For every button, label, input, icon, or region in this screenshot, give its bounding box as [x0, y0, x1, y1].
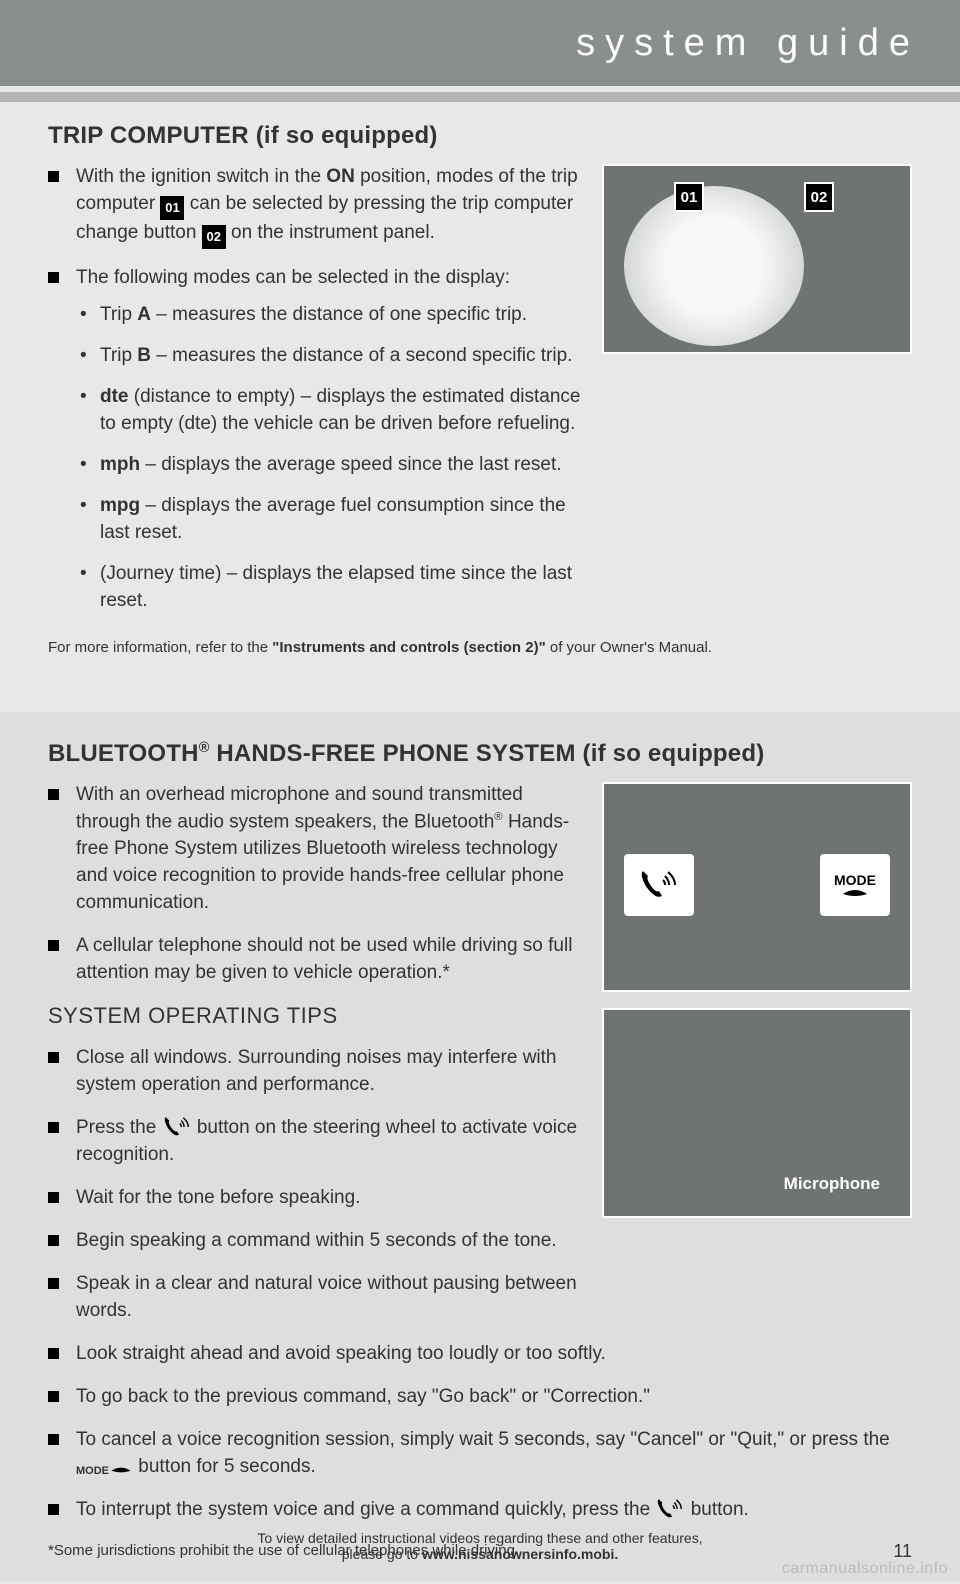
list-item: (Journey time) – displays the elapsed ti… — [76, 561, 582, 615]
list-item: Trip B – measures the distance of a seco… — [76, 343, 582, 370]
page-footer: To view detailed instructional videos re… — [0, 1530, 960, 1562]
page-header: system guide — [0, 0, 960, 86]
callout-01: 01 — [674, 182, 704, 212]
watermark: carmanualsonline.info — [782, 1560, 948, 1578]
speedometer-gauge — [624, 186, 804, 346]
list-item: mpg – displays the average fuel consumpt… — [76, 493, 582, 547]
header-divider — [0, 92, 960, 102]
list-item: Close all windows. Surrounding noises ma… — [48, 1045, 582, 1099]
list-item: Begin speaking a command within 5 second… — [48, 1228, 582, 1255]
section2-intro-list: With an overhead microphone and sound tr… — [48, 782, 582, 987]
list-item: With an overhead microphone and sound tr… — [48, 782, 582, 917]
section1-sublist: Trip A – measures the distance of one sp… — [76, 302, 582, 615]
list-item: Look straight ahead and avoid speaking t… — [48, 1341, 912, 1368]
list-item: To interrupt the system voice and give a… — [48, 1497, 912, 1524]
list-item: Wait for the tone before speaking. — [48, 1185, 582, 1212]
steering-buttons-image: MODE — [602, 782, 912, 992]
overhead-console-image: Microphone — [602, 1008, 912, 1218]
bluetooth-section: BLUETOOTH® HANDS-FREE PHONE SYSTEM (if s… — [0, 712, 960, 1581]
section1-footnote: For more information, refer to the "Inst… — [48, 637, 912, 658]
callout-02: 02 — [804, 182, 834, 212]
page-number: 11 — [852, 1541, 912, 1562]
callout-01-inline: 01 — [160, 196, 184, 220]
mode-icon: MODE — [820, 854, 890, 916]
list-item: To cancel a voice recognition session, s… — [48, 1427, 912, 1481]
page-content: TRIP COMPUTER (if so equipped) With the … — [0, 102, 960, 1581]
section2-heading: BLUETOOTH® HANDS-FREE PHONE SYSTEM (if s… — [48, 740, 912, 768]
list-item: mph – displays the average speed since t… — [76, 452, 582, 479]
section1-heading: TRIP COMPUTER (if so equipped) — [48, 122, 912, 150]
list-item: The following modes can be selected in t… — [48, 265, 582, 615]
list-item: To go back to the previous command, say … — [48, 1384, 912, 1411]
phone-voice-icon — [624, 854, 694, 916]
trip-computer-section: TRIP COMPUTER (if so equipped) With the … — [48, 122, 912, 658]
list-item: Press the button on the steering wheel t… — [48, 1115, 582, 1169]
gauge-image: 01 02 — [602, 164, 912, 354]
header-title: system guide — [576, 22, 920, 65]
list-item: Trip A – measures the distance of one sp… — [76, 302, 582, 329]
footer-text: To view detailed instructional videos re… — [108, 1530, 852, 1562]
section2-tips-list: Close all windows. Surrounding noises ma… — [48, 1045, 582, 1325]
list-item: A cellular telephone should not be used … — [48, 933, 582, 987]
section2-tips-full: Look straight ahead and avoid speaking t… — [48, 1341, 912, 1524]
list-item: With the ignition switch in the ON posit… — [48, 164, 582, 249]
section1-list: With the ignition switch in the ON posit… — [48, 164, 582, 615]
callout-02-inline: 02 — [202, 225, 226, 249]
list-item: Speak in a clear and natural voice witho… — [48, 1271, 582, 1325]
tips-heading: SYSTEM OPERATING TIPS — [48, 1003, 582, 1029]
microphone-label: Microphone — [784, 1174, 880, 1194]
list-item: dte (distance to empty) – displays the e… — [76, 384, 582, 438]
